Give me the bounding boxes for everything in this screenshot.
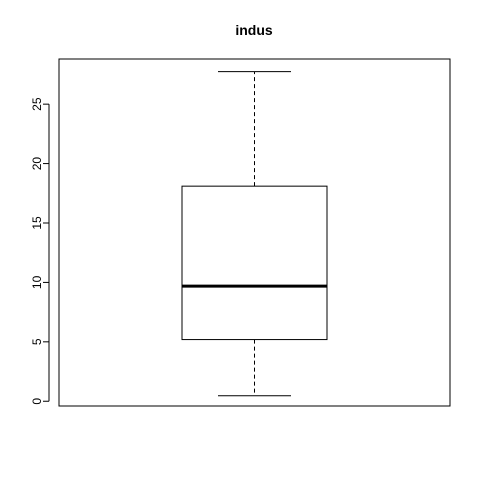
y-tick-label: 20 [30,157,44,171]
y-tick-label: 5 [30,338,44,345]
y-tick-label: 0 [30,398,44,405]
interquartile-box [181,185,328,341]
y-axis: 0 5 10 15 20 25 [30,97,50,405]
y-tick-label: 10 [30,275,44,289]
boxplot [181,71,328,397]
plot-frame [58,58,451,407]
y-tick-label: 25 [30,97,44,111]
y-tick-label: 15 [30,216,44,230]
chart-title: indus [235,22,273,38]
